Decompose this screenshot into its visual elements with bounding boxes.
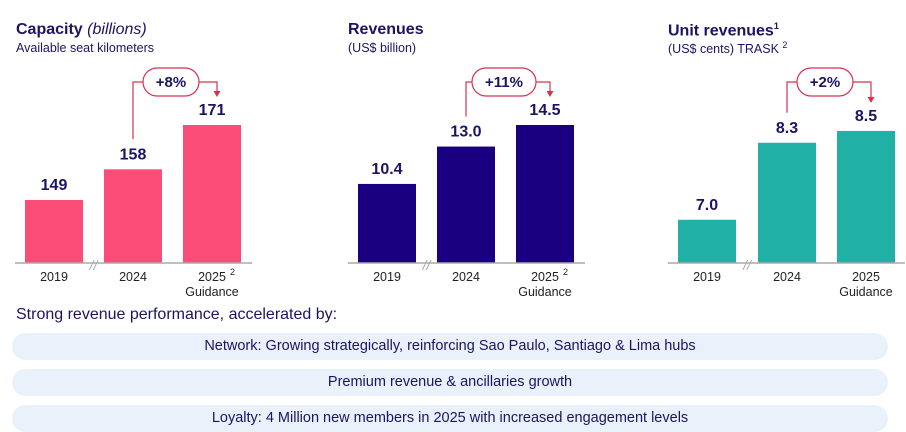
unit-revenues-bar-2019 — [678, 219, 736, 263]
unit-revenues-bar-2025 — [837, 130, 895, 263]
capacity-category-label: 2025 — [198, 270, 226, 284]
capacity-value-label: 149 — [41, 177, 68, 194]
capacity-subtitle: Available seat kilometers — [16, 41, 155, 55]
revenues-bar-2025 — [516, 125, 574, 263]
revenues-axis-break: // — [422, 257, 433, 273]
revenues-category-label: 2019 — [373, 270, 401, 284]
revenues-category-sublabel: Guidance — [518, 285, 572, 299]
capacity-title: Capacity (billions) — [16, 21, 147, 38]
revenues-value-label: 13.0 — [450, 124, 481, 141]
unit-revenues-growth-label: +2% — [810, 74, 840, 91]
unit-revenues-value-label: 8.5 — [855, 108, 877, 125]
capacity-category-label: 2019 — [40, 270, 68, 284]
capacity-value-label: 171 — [199, 102, 226, 119]
unit-revenues-axis-break: // — [742, 257, 753, 273]
capacity-growth-label: +8% — [156, 74, 186, 91]
capacity-category-footnote: 2 — [230, 267, 235, 277]
unit-revenues-category-label: 2025 — [852, 270, 880, 284]
capacity-value-label: 158 — [120, 146, 147, 163]
revenues-bar-2024 — [437, 146, 495, 263]
capacity-bar-2024 — [104, 169, 162, 263]
revenues-arrow-head-icon — [546, 91, 554, 97]
revenues-category-label: 2024 — [452, 270, 480, 284]
unit-revenues-category-label: 2024 — [773, 270, 801, 284]
unit-revenues-subtitle: (US$ cents) TRASK 2 — [668, 40, 788, 57]
unit-revenues-growth-badge — [796, 67, 854, 97]
unit-revenues-title: Unit revenues1 — [668, 21, 779, 40]
unit-revenues-value-label: 7.0 — [696, 197, 718, 214]
unit-revenues-category-sublabel: Guidance — [839, 285, 893, 299]
summary-lead: Strong revenue performance, accelerated … — [16, 306, 338, 323]
bar-charts: 149 2019 158 2024 171 2025 2 Guidance // +8% 10.4 2… — [15, 67, 905, 299]
revenues-value-label: 14.5 — [529, 102, 560, 119]
capacity-category-label: 2024 — [119, 270, 147, 284]
capacity-bar-2025 — [183, 125, 241, 263]
revenues-value-label: 10.4 — [371, 161, 402, 178]
capacity-axis-break: // — [89, 257, 100, 273]
revenues-growth-badge — [471, 67, 537, 97]
revenues-bar-2019 — [358, 183, 416, 263]
capacity-category-sublabel: Guidance — [185, 285, 239, 299]
capacity-bar-2019 — [25, 199, 83, 263]
unit-revenues-bar-2024 — [758, 142, 816, 263]
unit-revenues-category-label: 2019 — [693, 270, 721, 284]
summary-pill-network: Network: Growing strategically, reinforc… — [12, 333, 888, 360]
revenues-growth-label: +11% — [485, 74, 523, 91]
summary-pill-premium: Premium revenue & ancillaries growth — [12, 369, 888, 396]
unit-revenues-value-label: 8.3 — [776, 120, 798, 137]
unit-revenues-arrow-head-icon — [867, 96, 875, 103]
revenues-subtitle: (US$ billion) — [348, 41, 417, 55]
revenues-category-label: 2025 — [531, 270, 559, 284]
revenues-title: Revenues — [348, 21, 424, 38]
capacity-arrow-head-icon — [213, 91, 221, 97]
revenues-category-footnote: 2 — [563, 267, 568, 277]
capacity-growth-badge — [142, 67, 200, 97]
